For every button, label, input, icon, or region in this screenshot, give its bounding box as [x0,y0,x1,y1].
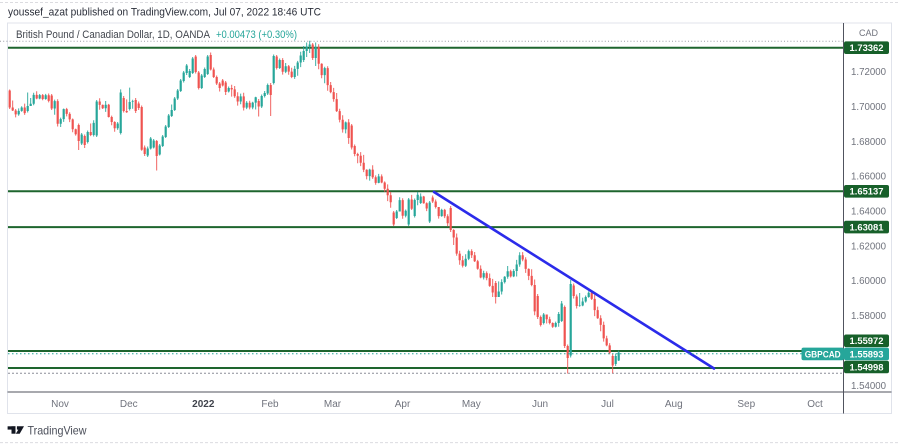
svg-text:1.54000: 1.54000 [851,381,886,392]
svg-text:1.65137: 1.65137 [850,187,884,198]
svg-text:1.60000: 1.60000 [851,276,886,287]
svg-text:1.55972: 1.55972 [850,336,884,347]
svg-text:+0.00473 (+0.30%): +0.00473 (+0.30%) [216,29,297,41]
svg-text:1.73362: 1.73362 [850,43,884,54]
svg-text:Dec: Dec [120,399,138,410]
svg-text:British Pound / Canadian Dolla: British Pound / Canadian Dollar, 1D, OAN… [16,29,211,41]
svg-text:Mar: Mar [324,399,342,410]
svg-text:1.70000: 1.70000 [851,102,886,113]
svg-text:1.66000: 1.66000 [851,172,886,183]
svg-text:Oct: Oct [807,399,823,410]
svg-text:Nov: Nov [51,399,69,410]
svg-text:Apr: Apr [395,399,411,410]
svg-text:1.64000: 1.64000 [851,207,886,218]
svg-text:1.54998: 1.54998 [850,362,884,373]
svg-text:1.55893: 1.55893 [850,349,884,360]
svg-text:youssef_azat published on Trad: youssef_azat published on TradingView.co… [8,6,321,18]
svg-text:1.62000: 1.62000 [851,241,886,252]
svg-text:1.58000: 1.58000 [851,311,886,322]
svg-text:1.72000: 1.72000 [851,67,886,78]
svg-text:May: May [462,399,481,410]
svg-text:Jun: Jun [532,399,548,410]
svg-text:1.63081: 1.63081 [850,223,885,234]
svg-text:GBPCAD: GBPCAD [805,349,841,360]
svg-text:2022: 2022 [192,399,215,410]
svg-text:1.68000: 1.68000 [851,137,886,148]
svg-text:Feb: Feb [261,399,279,410]
svg-text:CAD: CAD [859,28,879,38]
svg-text:Jul: Jul [601,399,614,410]
svg-text:Sep: Sep [737,399,755,410]
svg-text:TradingView: TradingView [28,424,87,438]
svg-text:Aug: Aug [665,399,683,410]
